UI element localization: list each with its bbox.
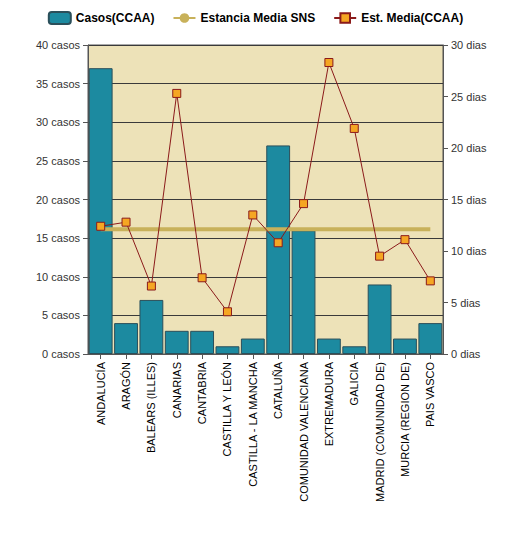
svg-text:CANARIAS: CANARIAS bbox=[171, 362, 183, 418]
svg-text:15 casos: 15 casos bbox=[36, 232, 81, 244]
svg-text:ANDALUCÍA: ANDALUCÍA bbox=[95, 361, 107, 425]
svg-text:15 dias: 15 dias bbox=[451, 194, 487, 206]
svg-text:25 dias: 25 dias bbox=[451, 91, 487, 103]
svg-text:10 dias: 10 dias bbox=[451, 245, 487, 257]
svg-text:Estancia Media SNS: Estancia Media SNS bbox=[200, 11, 315, 25]
svg-text:5 dias: 5 dias bbox=[451, 297, 481, 309]
svg-text:BALEARS (ILLES): BALEARS (ILLES) bbox=[145, 362, 157, 453]
svg-text:CASTILLA Y LEÓN: CASTILLA Y LEÓN bbox=[221, 362, 233, 456]
svg-text:MADRID (COMUNIDAD DE): MADRID (COMUNIDAD DE) bbox=[374, 362, 386, 502]
svg-text:Casos(CCAA): Casos(CCAA) bbox=[76, 11, 155, 25]
svg-text:COMUNIDAD VALENCIANA: COMUNIDAD VALENCIANA bbox=[298, 361, 310, 501]
svg-text:GALICIA: GALICIA bbox=[348, 361, 360, 405]
svg-text:ARAGÓN: ARAGÓN bbox=[120, 362, 132, 410]
svg-text:20 dias: 20 dias bbox=[451, 142, 487, 154]
svg-text:EXTREMADURA: EXTREMADURA bbox=[323, 361, 335, 446]
svg-text:CATALUÑA: CATALUÑA bbox=[272, 361, 284, 419]
svg-text:CASTILLA - LA MANCHA: CASTILLA - LA MANCHA bbox=[247, 361, 259, 486]
svg-text:PAIS VASCO: PAIS VASCO bbox=[424, 362, 436, 427]
svg-text:30 casos: 30 casos bbox=[36, 116, 81, 128]
svg-text:MURCIA (REGION DE): MURCIA (REGION DE) bbox=[399, 362, 411, 477]
svg-text:40 casos: 40 casos bbox=[36, 39, 81, 51]
svg-text:5 casos: 5 casos bbox=[42, 309, 80, 321]
svg-text:CANTABRIA: CANTABRIA bbox=[196, 361, 208, 424]
svg-text:Est. Media(CCAA): Est. Media(CCAA) bbox=[361, 11, 463, 25]
svg-text:0 casos: 0 casos bbox=[42, 348, 80, 360]
svg-text:10 casos: 10 casos bbox=[36, 271, 81, 283]
svg-text:35 casos: 35 casos bbox=[36, 78, 81, 90]
svg-text:25 casos: 25 casos bbox=[36, 155, 81, 167]
svg-text:30 dias: 30 dias bbox=[451, 39, 487, 51]
svg-text:20 casos: 20 casos bbox=[36, 194, 81, 206]
svg-text:0 dias: 0 dias bbox=[451, 348, 481, 360]
